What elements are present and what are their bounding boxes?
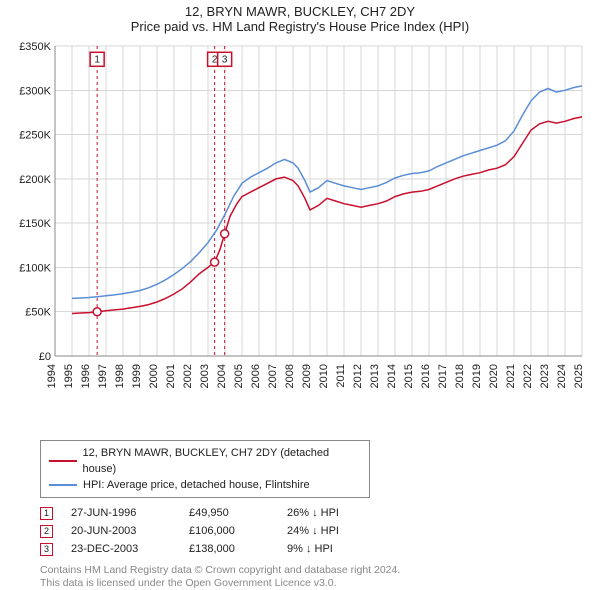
y-tick-label: £0: [39, 351, 51, 363]
legend-label: 12, BRYN MAWR, BUCKLEY, CH7 2DY (detache…: [83, 445, 361, 477]
event-row-marker: 2: [40, 525, 53, 538]
x-tick-label: 2024: [556, 364, 568, 388]
x-tick-label: 2003: [199, 364, 211, 388]
x-tick-label: 1999: [131, 364, 143, 388]
event-row-marker: 1: [40, 507, 53, 520]
event-row-price: £49,950: [189, 504, 269, 522]
event-marker-number: 3: [222, 54, 228, 65]
x-tick-label: 2019: [471, 364, 483, 388]
legend-row-price-paid: 12, BRYN MAWR, BUCKLEY, CH7 2DY (detache…: [49, 445, 361, 477]
x-tick-label: 2007: [267, 364, 279, 388]
events-table: 1 27-JUN-1996 £49,950 26% ↓ HPI 2 20-JUN-2003…: [40, 504, 560, 558]
legend: 12, BRYN MAWR, BUCKLEY, CH7 2DY (detache…: [40, 440, 370, 498]
event-dot: [221, 230, 229, 238]
event-row: 2 20-JUN-2003 £106,000 24% ↓ HPI: [40, 522, 560, 540]
event-dot: [211, 258, 219, 266]
attribution: Contains HM Land Registry data © Crown c…: [40, 564, 560, 590]
x-tick-label: 1996: [80, 364, 92, 388]
x-tick-label: 2025: [573, 364, 585, 388]
y-tick-label: £250K: [19, 130, 51, 142]
x-tick-label: 2008: [284, 364, 296, 388]
x-tick-label: 2001: [165, 364, 177, 388]
event-marker-number: 1: [94, 54, 100, 65]
event-row-date: 20-JUN-2003: [71, 522, 171, 540]
chart: £0 £50K £100K £150K £200K £250K £300K £350K 1994…: [10, 40, 590, 410]
event-row-price: £138,000: [189, 540, 269, 558]
x-tick-label: 1997: [97, 364, 109, 388]
x-tick-label: 2009: [301, 364, 313, 388]
y-tick-label: £150K: [19, 218, 51, 230]
legend-row-hpi: HPI: Average price, detached house, Flin…: [49, 477, 361, 493]
event-row-date: 23-DEC-2003: [71, 540, 171, 558]
x-tick-label: 1998: [114, 364, 126, 388]
x-tick-label: 2014: [386, 364, 398, 388]
event-dot: [93, 308, 101, 316]
x-tick-label: 2022: [522, 364, 534, 388]
event-row-marker: 3: [40, 543, 53, 556]
legend-swatch: [49, 460, 77, 462]
y-tick-label: £100K: [19, 262, 51, 274]
x-tick-label: 2010: [318, 364, 330, 388]
y-tick-label: £300K: [19, 85, 51, 97]
x-tick-label: 2000: [148, 364, 160, 388]
event-row: 1 27-JUN-1996 £49,950 26% ↓ HPI: [40, 504, 560, 522]
event-row-date: 27-JUN-1996: [71, 504, 171, 522]
x-tick-label: 2013: [369, 364, 381, 388]
title-line-2: Price paid vs. HM Land Registry's House …: [0, 19, 600, 38]
x-tick-label: 2016: [420, 364, 432, 388]
x-tick-label: 2012: [352, 364, 364, 388]
event-row-price: £106,000: [189, 522, 269, 540]
x-tick-label: 2023: [539, 364, 551, 388]
attribution-line: Contains HM Land Registry data © Crown c…: [40, 564, 560, 577]
event-row-hpi: 9% ↓ HPI: [287, 540, 387, 558]
y-tick-label: £200K: [19, 174, 51, 186]
x-tick-label: 2005: [233, 364, 245, 388]
x-tick-label: 2011: [335, 364, 347, 388]
legend-swatch: [49, 484, 77, 486]
event-row-hpi: 24% ↓ HPI: [287, 522, 387, 540]
x-tick-label: 2017: [437, 364, 449, 388]
y-tick-label: £350K: [19, 41, 51, 53]
page: 12, BRYN MAWR, BUCKLEY, CH7 2DY Price pa…: [0, 0, 600, 590]
x-tick-label: 1994: [46, 364, 58, 388]
x-tick-label: 2021: [505, 364, 517, 388]
event-row-hpi: 26% ↓ HPI: [287, 504, 387, 522]
x-tick-label: 2020: [488, 364, 500, 388]
x-tick-label: 2002: [182, 364, 194, 388]
x-tick-label: 2006: [250, 364, 262, 388]
x-tick-label: 2004: [216, 364, 228, 388]
legend-label: HPI: Average price, detached house, Flin…: [83, 477, 310, 493]
footer: 12, BRYN MAWR, BUCKLEY, CH7 2DY (detache…: [40, 440, 560, 590]
title-line-1: 12, BRYN MAWR, BUCKLEY, CH7 2DY: [0, 0, 600, 19]
x-tick-label: 1995: [63, 364, 75, 388]
chart-svg: £0 £50K £100K £150K £200K £250K £300K £350K 1994…: [10, 40, 590, 410]
x-tick-label: 2018: [454, 364, 466, 388]
x-tick-label: 2015: [403, 364, 415, 388]
attribution-line: This data is licensed under the Open Gov…: [40, 577, 560, 590]
y-tick-label: £50K: [25, 307, 51, 319]
event-row: 3 23-DEC-2003 £138,000 9% ↓ HPI: [40, 540, 560, 558]
